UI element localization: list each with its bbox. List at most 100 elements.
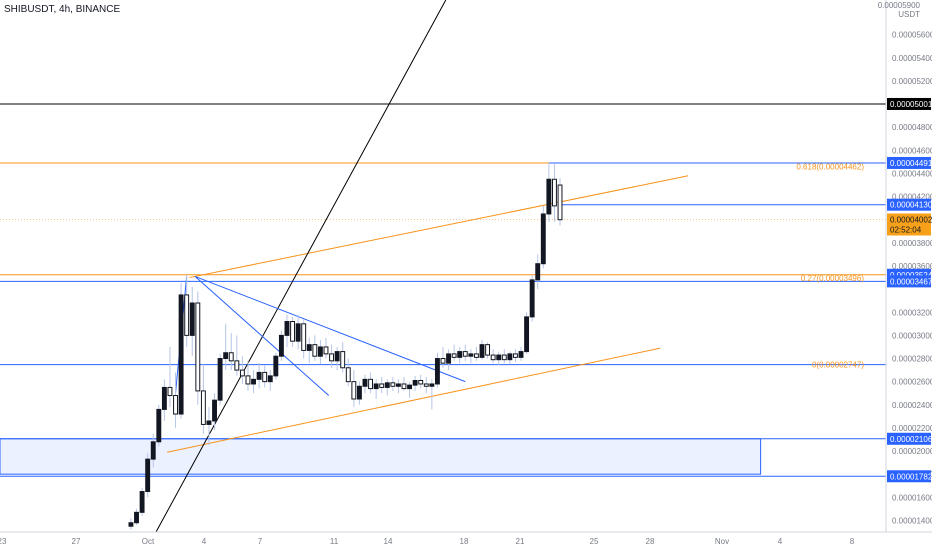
price-tick-label: 0.00002000 [892, 447, 932, 456]
price-label-text: 0.00004002 [890, 216, 932, 225]
price-tick-label: 0.00004400 [892, 169, 932, 178]
price-tick-label: 0.00002800 [892, 355, 932, 364]
price-tick-label: 0.00005600 [892, 31, 932, 40]
candle [161, 379, 167, 421]
candle-down-body [167, 386, 173, 397]
candle [535, 254, 541, 290]
candle [407, 381, 413, 398]
candle-down-body [312, 344, 318, 357]
candle-up-body [267, 375, 273, 383]
candle-up-body [529, 279, 535, 318]
support-zone-box [0, 438, 762, 475]
candle [312, 335, 318, 361]
price-label-text: 0.00004491 [890, 159, 932, 168]
candle-up-body [468, 353, 474, 357]
candle [178, 283, 184, 419]
candle-up-body [251, 378, 256, 385]
candle-up-body [362, 378, 368, 387]
trend-line [155, 0, 447, 533]
candle [340, 342, 346, 373]
candle [412, 375, 418, 391]
candle [245, 360, 251, 391]
time-tick-label: 7 [258, 537, 263, 546]
candle [284, 314, 290, 347]
candle [490, 349, 496, 364]
candle-down-body [340, 351, 346, 369]
candle [145, 453, 151, 498]
candle-up-body [434, 358, 440, 385]
price-label-text: 0.00001782 [890, 472, 932, 481]
candle-down-body [390, 382, 396, 387]
candle [418, 374, 424, 389]
candle-up-body [139, 491, 145, 513]
candle-down-body [485, 344, 491, 356]
candle-up-body [395, 383, 401, 387]
time-tick-label: 14 [384, 537, 393, 546]
drawings-layer [0, 0, 886, 533]
candle-up-body [128, 522, 134, 527]
candle-down-body [184, 294, 190, 336]
candle-down-body [329, 353, 335, 362]
candle-down-body [440, 358, 446, 364]
candle-down-body [345, 367, 351, 383]
candle-up-body [457, 351, 463, 358]
price-label-box [887, 470, 931, 483]
candle [473, 346, 479, 361]
time-tick-label: 8 [850, 537, 855, 546]
candle-up-body [217, 358, 223, 401]
price-tick-label: 0.00004800 [892, 123, 932, 132]
candle [546, 164, 552, 223]
candle [401, 377, 407, 391]
candle-up-body [535, 263, 541, 281]
candle-up-body [134, 511, 139, 524]
price-tick-label: 0.00005400 [892, 54, 932, 63]
candle [301, 319, 307, 359]
candle [457, 346, 463, 364]
price-label-box [887, 156, 931, 169]
candle-up-body [373, 383, 379, 390]
candle [440, 346, 446, 368]
candle-down-body [418, 379, 424, 385]
candle [217, 353, 223, 405]
candle-up-body [540, 213, 546, 265]
candle [306, 337, 312, 364]
candle-down-body [401, 383, 407, 390]
price-tick-label: 0.00003800 [892, 239, 932, 248]
price-tick-label: 0.00001400 [892, 516, 932, 525]
candle [139, 488, 145, 516]
candle-down-body [323, 346, 329, 355]
candle [395, 379, 401, 394]
candle [434, 352, 440, 388]
candle-down-body [195, 302, 201, 392]
candle [173, 372, 178, 428]
candle [262, 365, 268, 388]
candle [256, 363, 262, 389]
candle [278, 330, 284, 361]
candle-up-body [306, 344, 312, 351]
candle-down-body [351, 381, 357, 400]
price-tick-label: 0.00003600 [892, 262, 932, 271]
trend-line [167, 347, 661, 453]
candle [479, 340, 485, 360]
candle [223, 323, 229, 371]
candle-up-body [479, 344, 485, 358]
candle-up-body [178, 294, 184, 415]
price-label-box [887, 432, 931, 445]
candle-up-body [284, 321, 290, 336]
candle [351, 370, 357, 408]
candle-up-body [206, 420, 212, 425]
candle-up-body [446, 353, 452, 364]
candle-up-body [295, 323, 301, 342]
candle-down-body [501, 354, 507, 361]
candle-up-body [317, 346, 323, 357]
candle-up-body [429, 383, 435, 387]
price-label-text: 0.00002106 [890, 435, 932, 444]
candle [451, 344, 457, 361]
candle-up-body [546, 178, 552, 215]
candle [390, 377, 396, 391]
candle [368, 372, 374, 394]
price-tick-label: 0.00003000 [892, 331, 932, 340]
price-tick-label: 0.00004200 [892, 193, 932, 202]
